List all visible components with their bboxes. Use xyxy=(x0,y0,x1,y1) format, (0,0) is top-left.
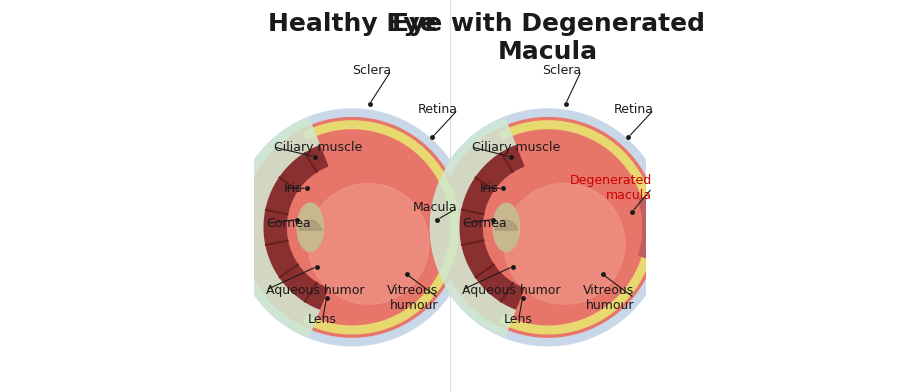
Text: Cornea: Cornea xyxy=(266,217,310,230)
Polygon shape xyxy=(429,109,666,346)
Polygon shape xyxy=(242,118,462,337)
Polygon shape xyxy=(639,196,654,259)
Text: Vitreous
humour: Vitreous humour xyxy=(583,284,634,312)
Text: Degenerated
macula: Degenerated macula xyxy=(570,174,652,202)
Text: Healthy Eye: Healthy Eye xyxy=(267,12,436,36)
Polygon shape xyxy=(303,121,458,334)
Text: Aqueous humor: Aqueous humor xyxy=(462,283,561,297)
Text: Retina: Retina xyxy=(614,103,653,116)
Text: Eye with Degenerated
Macula: Eye with Degenerated Macula xyxy=(392,12,705,64)
Polygon shape xyxy=(234,109,471,346)
Text: Ciliary muscle: Ciliary muscle xyxy=(472,140,560,154)
Text: Aqueous humor: Aqueous humor xyxy=(266,283,365,297)
Text: Vitreous
humour: Vitreous humour xyxy=(387,284,438,312)
Text: Macula: Macula xyxy=(413,201,458,214)
Polygon shape xyxy=(308,183,428,304)
Text: Sclera: Sclera xyxy=(352,64,392,77)
Polygon shape xyxy=(495,220,518,230)
Text: Cornea: Cornea xyxy=(462,217,507,230)
Polygon shape xyxy=(438,118,658,337)
Polygon shape xyxy=(430,118,516,337)
Text: Iris: Iris xyxy=(284,181,302,195)
Polygon shape xyxy=(299,220,321,230)
Polygon shape xyxy=(265,146,328,309)
Text: Sclera: Sclera xyxy=(542,64,581,77)
Text: Iris: Iris xyxy=(480,181,499,195)
Polygon shape xyxy=(500,121,654,334)
Text: Retina: Retina xyxy=(418,103,458,116)
Text: Lens: Lens xyxy=(308,313,337,326)
Polygon shape xyxy=(234,118,320,337)
Text: Ciliary muscle: Ciliary muscle xyxy=(274,140,362,154)
Polygon shape xyxy=(493,203,519,252)
Polygon shape xyxy=(297,203,323,252)
Polygon shape xyxy=(504,183,625,304)
Text: Lens: Lens xyxy=(504,313,533,326)
Polygon shape xyxy=(460,146,524,309)
